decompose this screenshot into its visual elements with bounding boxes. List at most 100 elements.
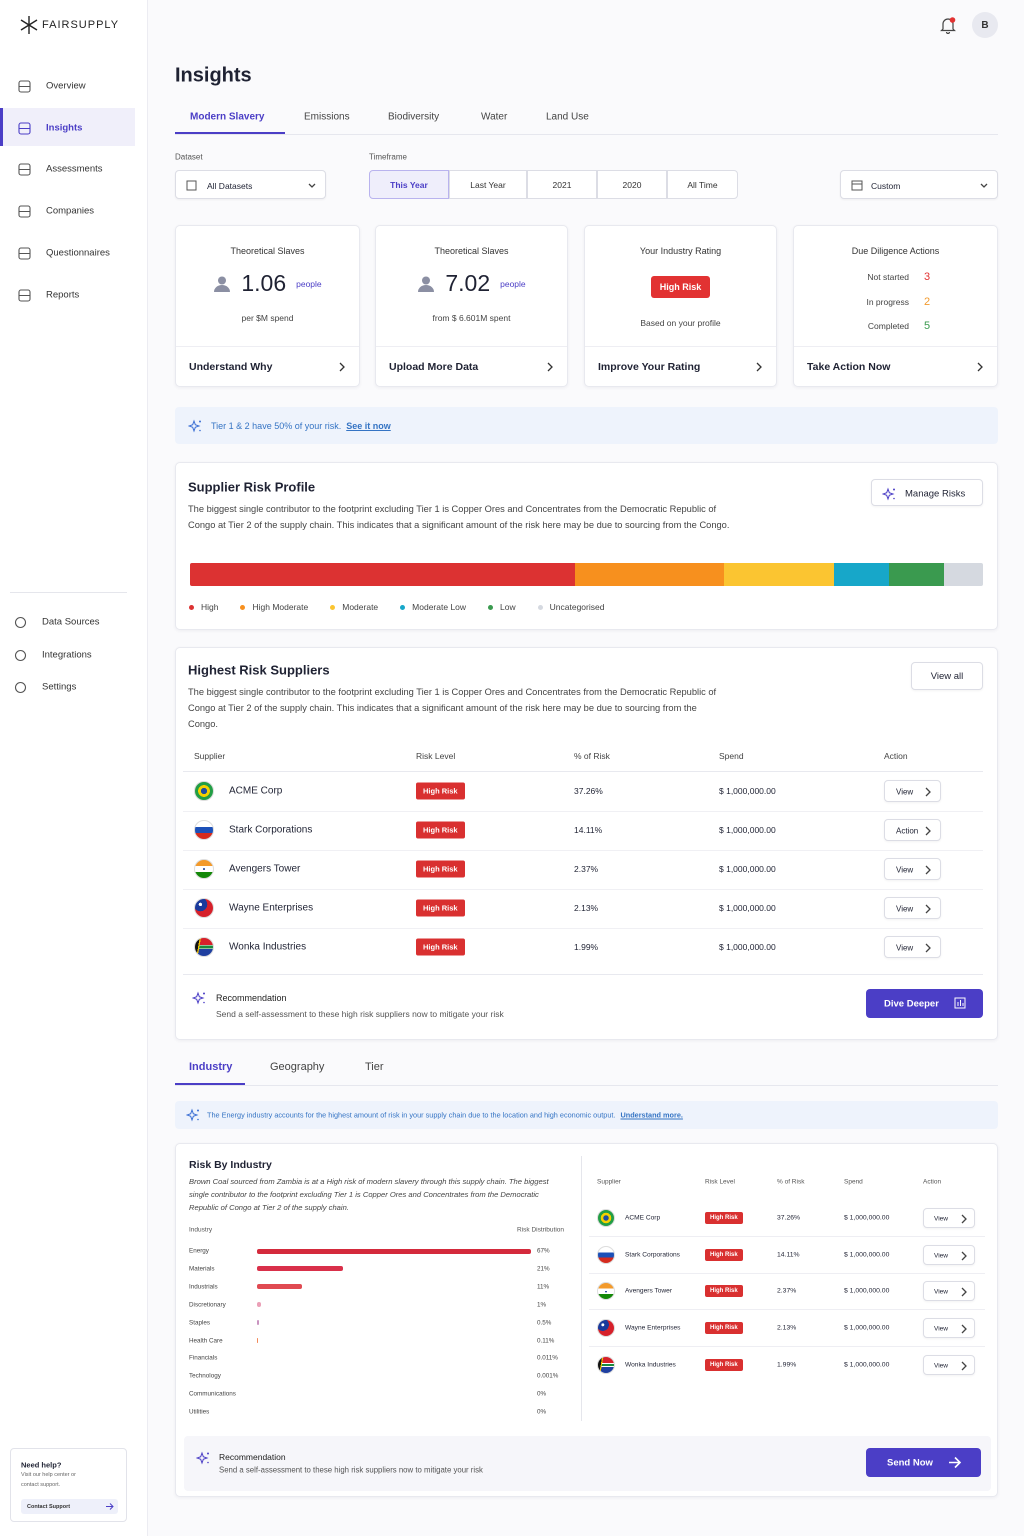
- button-label[interactable]: View: [896, 904, 914, 914]
- row-action-button[interactable]: View: [884, 780, 941, 802]
- tab[interactable]: Water: [481, 111, 508, 123]
- nav-item[interactable]: Questionnaires: [46, 247, 110, 259]
- legend-item: Moderate: [330, 602, 378, 612]
- button-label[interactable]: View: [934, 1362, 948, 1370]
- legend-dot: [400, 604, 406, 610]
- nav-item[interactable]: Overview: [46, 80, 86, 92]
- legend-item: Low: [488, 602, 516, 612]
- chevron-down: [980, 183, 988, 188]
- button-label[interactable]: Manage Risks: [905, 488, 966, 499]
- column-header: Action: [923, 1178, 942, 1186]
- dataset-select[interactable]: All Datasets: [175, 170, 326, 199]
- chevron: [961, 1214, 967, 1224]
- button-label[interactable]: Send Now: [887, 1457, 933, 1468]
- timeframe-button[interactable]: All Time: [667, 170, 738, 199]
- industry-value-label: 21%: [537, 1265, 550, 1273]
- dataset-icon: [186, 180, 197, 191]
- button-label[interactable]: View: [934, 1325, 948, 1333]
- send-now-button[interactable]: Send Now: [866, 1448, 981, 1477]
- tab[interactable]: Geography: [270, 1061, 325, 1073]
- flag: [597, 1319, 615, 1338]
- tab[interactable]: Biodiversity: [388, 111, 440, 123]
- tab[interactable]: Emissions: [304, 111, 350, 123]
- risk-badge: High Risk: [416, 821, 465, 839]
- timeframe-button[interactable]: This Year: [369, 170, 449, 199]
- filter-label: Timeframe: [369, 152, 407, 162]
- icon-part: [207, 1452, 209, 1455]
- card-action[interactable]: Improve Your Rating: [598, 361, 701, 373]
- row-action-button[interactable]: View: [923, 1281, 975, 1302]
- icon-part: [308, 183, 316, 188]
- button-label[interactable]: View: [934, 1252, 948, 1260]
- flag: [597, 1355, 615, 1374]
- nav-item[interactable]: Integrations: [42, 649, 92, 661]
- row-action-button[interactable]: View: [884, 936, 941, 958]
- row-action-button[interactable]: View: [923, 1244, 975, 1265]
- action-status-label: In progress: [866, 296, 909, 307]
- banner-link[interactable]: Understand more.: [620, 1110, 683, 1120]
- button-label[interactable]: View: [896, 787, 914, 797]
- icon-part: [203, 1001, 205, 1004]
- icon-part: [925, 865, 931, 875]
- card-unit: people: [296, 278, 322, 289]
- supplier-name: ACME Corp: [229, 785, 283, 797]
- help-button[interactable]: Contact Support: [21, 1499, 118, 1514]
- dataset-value[interactable]: All Datasets: [207, 180, 253, 191]
- row-action-button[interactable]: Action: [884, 819, 941, 841]
- help-button-label[interactable]: Contact Support: [27, 1503, 71, 1510]
- tab[interactable]: Land Use: [546, 111, 589, 123]
- banner-link[interactable]: See it now: [346, 420, 391, 431]
- nav-item[interactable]: Assessments: [46, 163, 103, 175]
- tab[interactable]: Modern Slavery: [190, 111, 265, 123]
- legend-dot: [537, 604, 543, 610]
- flag: [194, 820, 214, 840]
- button-label[interactable]: View: [934, 1215, 948, 1223]
- custom-select[interactable]: Custom: [840, 170, 998, 199]
- view-all-button[interactable]: View all: [911, 662, 983, 690]
- icon-part: [961, 1361, 967, 1371]
- button-label[interactable]: View: [896, 865, 914, 875]
- row-action-button[interactable]: View: [884, 858, 941, 880]
- timeframe-button[interactable]: 2020: [597, 170, 667, 199]
- tab[interactable]: Tier: [365, 1061, 384, 1073]
- row-divider: [589, 1272, 985, 1274]
- risk-percent: 37.26%: [777, 1214, 801, 1222]
- button-label[interactable]: Dive Deeper: [884, 998, 939, 1009]
- dive-deeper-button[interactable]: Dive Deeper: [866, 989, 983, 1018]
- section-description: The biggest single contributor to the fo…: [188, 687, 717, 729]
- nav-item[interactable]: Insights: [46, 122, 83, 134]
- row-action-button[interactable]: View: [923, 1318, 975, 1339]
- nav-item[interactable]: Data Sources: [42, 616, 100, 628]
- custom-value[interactable]: Custom: [871, 180, 901, 191]
- row-action-button[interactable]: View: [923, 1354, 975, 1375]
- timeframe-button[interactable]: Last Year: [449, 170, 527, 199]
- section-description: The biggest single contributor to the fo…: [188, 504, 730, 530]
- button-label[interactable]: View: [934, 1288, 948, 1296]
- industry-value-label: 11%: [537, 1283, 550, 1291]
- brand-name: FAIRSUPPLY: [42, 19, 120, 31]
- avatar[interactable]: B: [972, 12, 998, 38]
- icon-part: [186, 1108, 199, 1122]
- row-divider: [183, 888, 983, 890]
- timeframe-button[interactable]: 2021: [527, 170, 597, 199]
- row-action-button[interactable]: View: [884, 897, 941, 919]
- spend: $ 1,000,000.00: [719, 864, 776, 874]
- card-action[interactable]: Take Action Now: [807, 361, 891, 373]
- icon-part: [961, 1214, 967, 1224]
- row-divider: [183, 810, 983, 812]
- manage-risks-button[interactable]: Manage Risks: [871, 479, 983, 506]
- risk-percent: 2.13%: [777, 1324, 797, 1332]
- button-label[interactable]: View: [896, 943, 914, 953]
- icon-part: [925, 787, 931, 797]
- button-label[interactable]: Action: [896, 826, 919, 836]
- nav-item[interactable]: Reports: [46, 289, 80, 301]
- icon-part: [20, 19, 38, 31]
- row-action-button[interactable]: View: [923, 1208, 975, 1228]
- nav-item[interactable]: Settings: [42, 681, 77, 693]
- legend-dot: [240, 604, 246, 610]
- card-action[interactable]: Understand Why: [189, 361, 273, 373]
- card-action[interactable]: Upload More Data: [389, 361, 479, 373]
- tab[interactable]: Industry: [189, 1061, 233, 1073]
- nav-item[interactable]: Companies: [46, 205, 95, 217]
- action-status-count: 5: [924, 320, 931, 332]
